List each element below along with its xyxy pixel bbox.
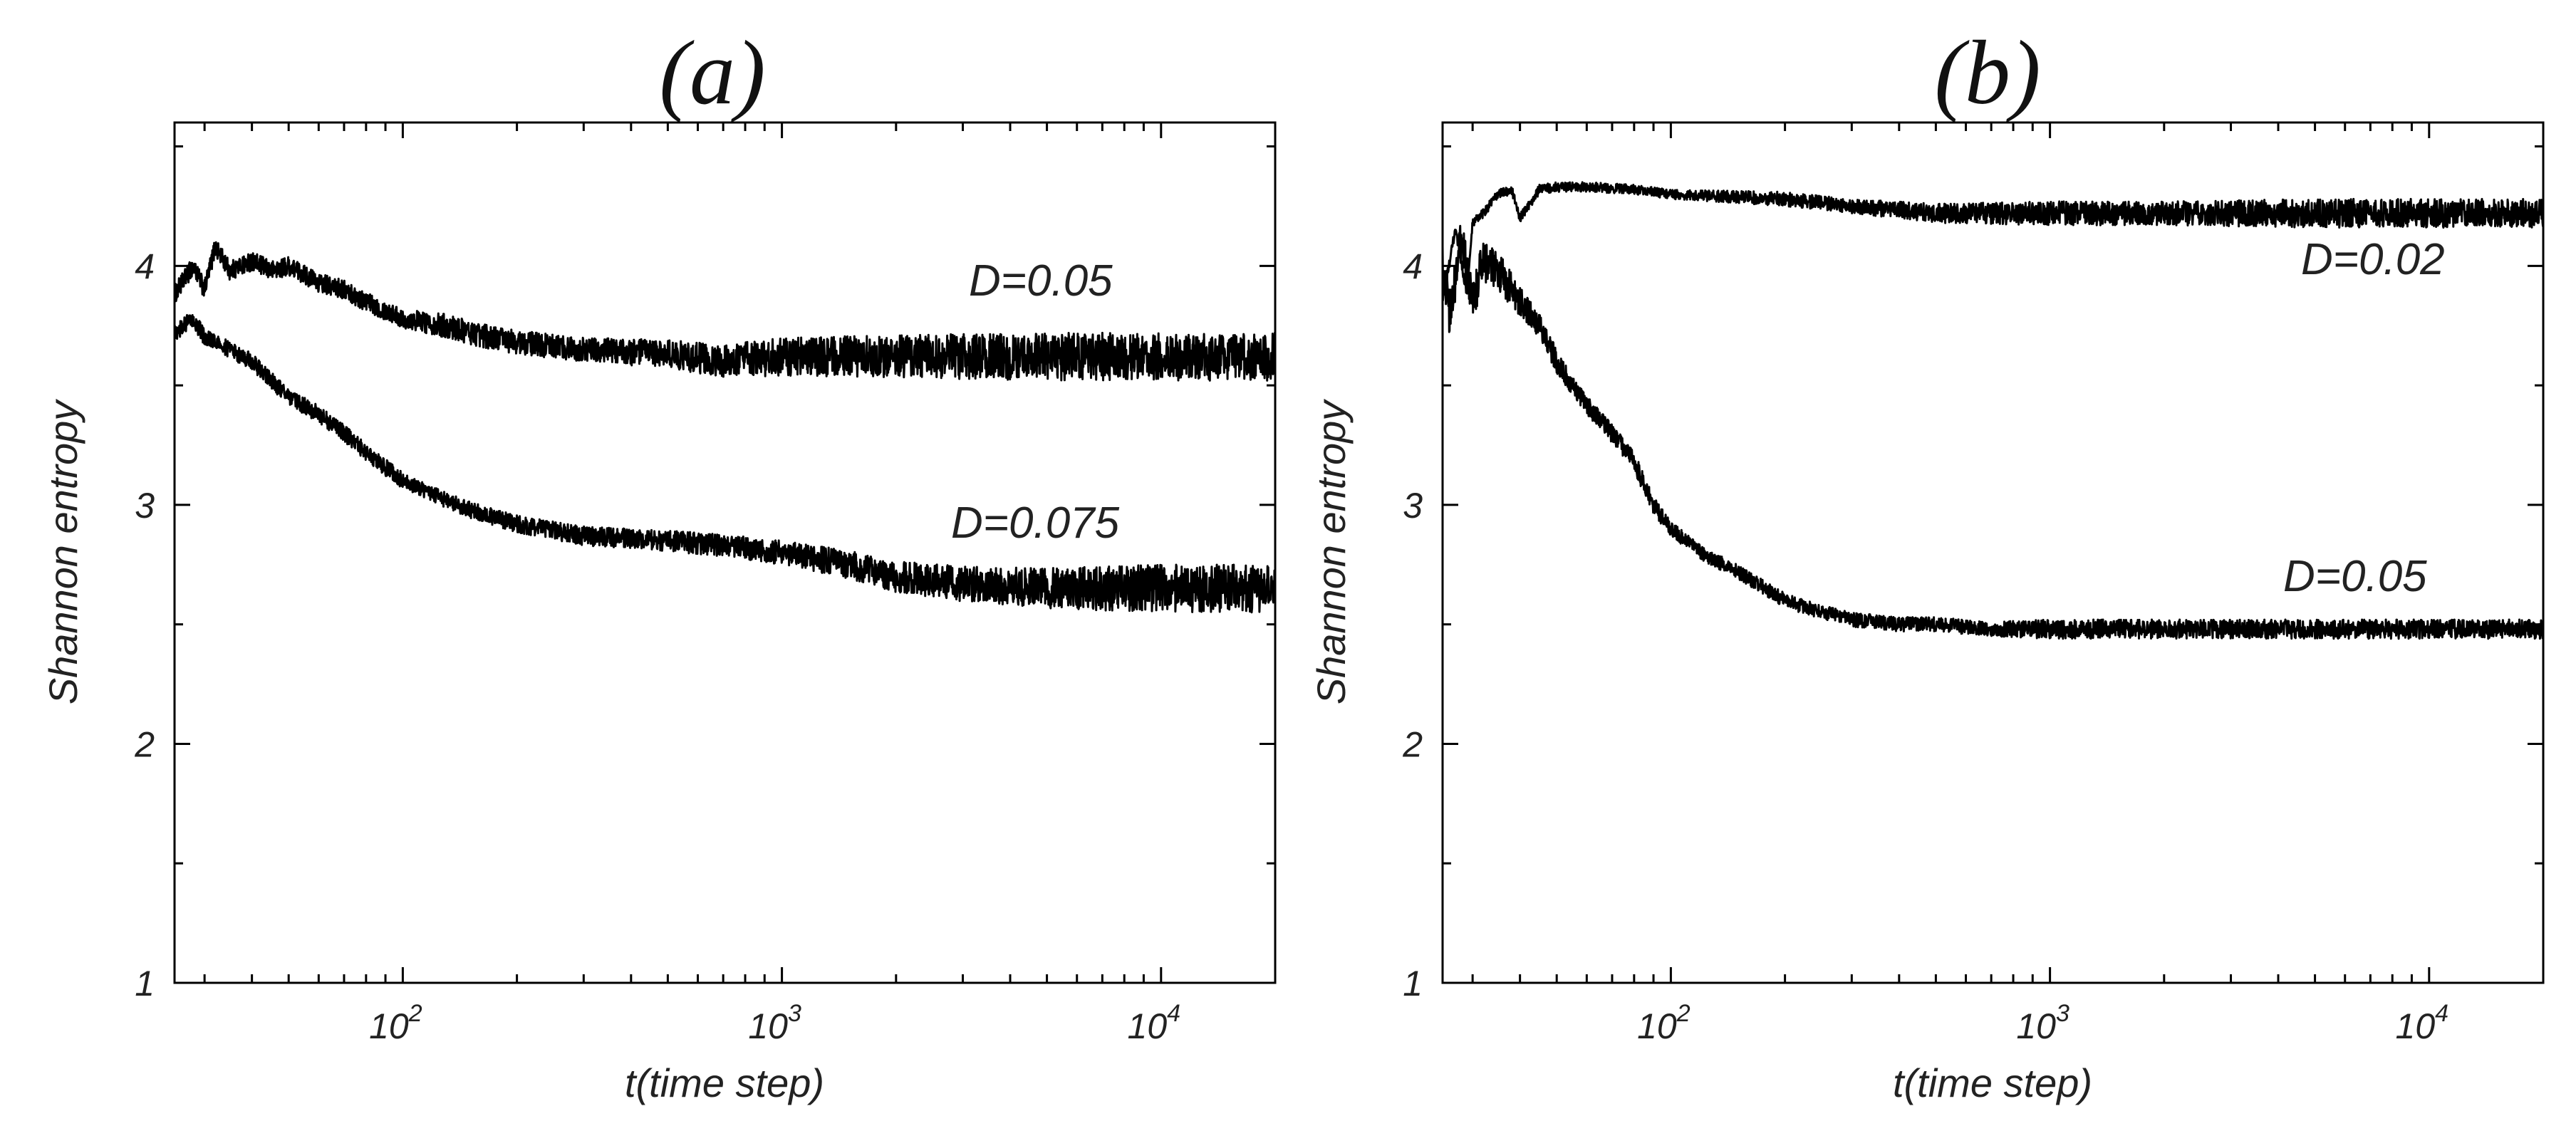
panel-b-x-axis-label: t(time step): [1893, 1060, 2092, 1105]
panel-b-series-layer: [1443, 181, 2543, 640]
panel-a-series-d-0-05: [175, 241, 1275, 382]
panel-b-x-tick-label: 104: [2396, 1000, 2449, 1046]
panel-a-series-layer: [175, 241, 1275, 614]
panel-a-series-d-0-075: [175, 313, 1275, 614]
panel-a-x-tick-label: 103: [748, 1000, 801, 1046]
panel-a-x-axis-label: t(time step): [625, 1060, 824, 1105]
panel-b-annotation-d005: D=0.05: [2283, 552, 2427, 601]
panel-b-y-tick-label: 4: [1403, 246, 1423, 286]
panel-b-annotation-d002: D=0.02: [2301, 235, 2445, 284]
panel-b-y-tick-label: 3: [1403, 486, 1423, 526]
panel-b: (b) 102 103 104 1 2 3 4 Shannon entropy t(time…: [1309, 22, 2545, 1105]
panel-b-title: (b): [1934, 22, 2040, 123]
panel-b-y-tick-label: 1: [1403, 964, 1423, 1003]
panel-a-tick-layer: 102 103 104 1 2 3 4: [134, 122, 1275, 1046]
panel-b-y-axis-label: Shannon entropy: [1309, 399, 1354, 705]
panel-a-y-tick-label: 4: [135, 246, 155, 286]
panel-a-y-tick-label: 3: [135, 486, 155, 526]
panel-b-tick-layer: 102 103 104 1 2 3 4: [1402, 122, 2543, 1046]
panel-a-y-tick-label: 2: [134, 724, 155, 764]
panel-b-series-d-0-05: [1443, 224, 2543, 640]
panel-b-y-tick-label: 2: [1402, 724, 1423, 764]
panel-a-title: (a): [659, 22, 765, 123]
panel-b-series-d-0-02: [1443, 181, 2543, 302]
panel-a-y-axis-label: Shannon entropy: [41, 399, 85, 705]
panel-a-y-tick-label: 1: [135, 964, 155, 1003]
panel-a-plot-frame: [173, 121, 1277, 984]
panel-b-plot-frame: [1441, 121, 2545, 984]
panel-a-x-tick-label: 104: [1128, 1000, 1181, 1046]
panel-a: (a) 102 103 104 1 2 3 4 Shannon entropy t(time…: [41, 22, 1277, 1105]
panel-b-x-tick-label: 102: [1637, 1000, 1690, 1046]
panel-a-x-tick-label: 102: [369, 1000, 422, 1046]
panel-a-annotation-d005: D=0.05: [969, 256, 1113, 306]
panel-a-annotation-d0075: D=0.075: [951, 499, 1120, 548]
panel-b-x-tick-label: 103: [2016, 1000, 2069, 1046]
